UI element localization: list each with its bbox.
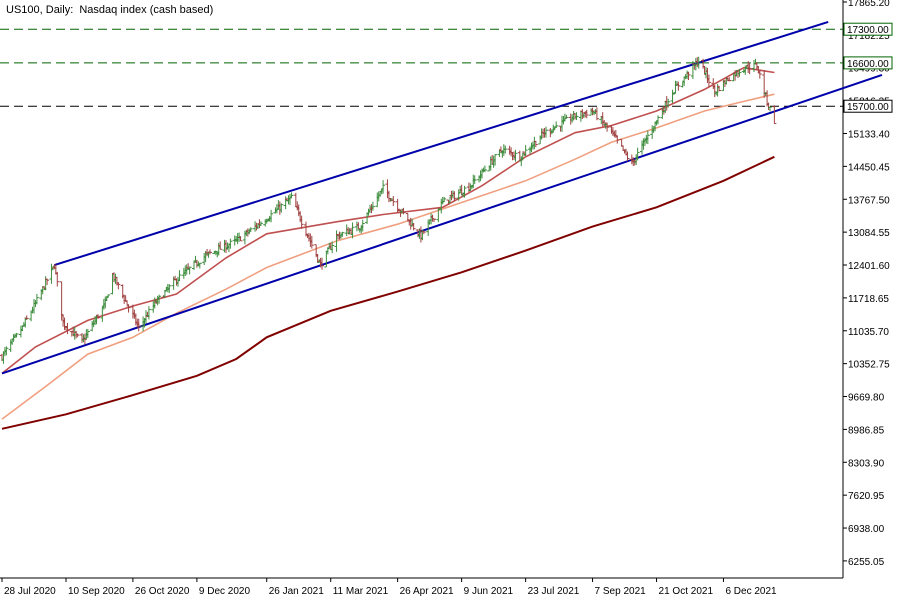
x-tick-label: 6 Dec 2021 — [725, 586, 777, 597]
chart-title: US100, Daily: Nasdaq index (cash based) — [6, 4, 214, 16]
y-tick-label: 17865.20 — [848, 0, 890, 9]
x-tick-label: 11 Mar 2021 — [333, 586, 389, 597]
x-tick-label: 28 Jul 2020 — [4, 586, 56, 597]
y-tick-label: 8303.90 — [848, 458, 885, 469]
y-tick-label: 6938.00 — [848, 524, 885, 535]
lower-channel-line — [1, 73, 883, 375]
x-tick-label: 26 Jan 2021 — [269, 586, 324, 597]
ma-fast-line — [1, 66, 775, 375]
y-tick-label: 9669.80 — [848, 393, 885, 404]
upper-channel-line — [54, 21, 829, 267]
x-tick-label: 7 Sep 2021 — [595, 586, 647, 597]
x-tick-label: 9 Dec 2020 — [199, 586, 251, 597]
y-tick-label: 15133.40 — [848, 130, 890, 141]
y-tick-label: 11718.65 — [848, 294, 889, 305]
price-level-badge — [843, 56, 893, 70]
x-tick-label: 10 Sep 2020 — [68, 586, 125, 597]
y-tick-label: 7620.95 — [848, 491, 885, 502]
price-level-label: 16600.00 — [847, 59, 889, 70]
y-tick-label: 13084.55 — [848, 228, 890, 239]
ma-slow-line — [1, 155, 775, 430]
y-tick-label: 8986.85 — [848, 425, 885, 436]
price-level-label: 17300.00 — [847, 25, 889, 36]
y-tick-label: 12401.60 — [848, 261, 890, 272]
y-tick-label: 11035.70 — [848, 327, 889, 338]
x-tick-label: 26 Oct 2020 — [135, 586, 190, 597]
x-tick-label: 23 Jul 2021 — [528, 586, 580, 597]
y-tick-label: 6255.05 — [848, 557, 885, 568]
y-tick-label: 14450.45 — [848, 162, 890, 173]
ma-medium-line — [1, 93, 775, 420]
x-tick-label: 21 Oct 2021 — [659, 586, 714, 597]
price-level-badge — [843, 99, 893, 113]
y-tick-label: 13767.50 — [848, 195, 890, 206]
y-tick-label: 17182.25 — [848, 31, 890, 42]
price-level-label: 15700.00 — [847, 102, 889, 113]
price-level-badge — [843, 22, 893, 36]
y-tick-label: 10352.75 — [848, 360, 890, 371]
x-tick-label: 9 Jun 2021 — [464, 586, 514, 597]
x-tick-label: 26 Apr 2021 — [400, 586, 454, 597]
